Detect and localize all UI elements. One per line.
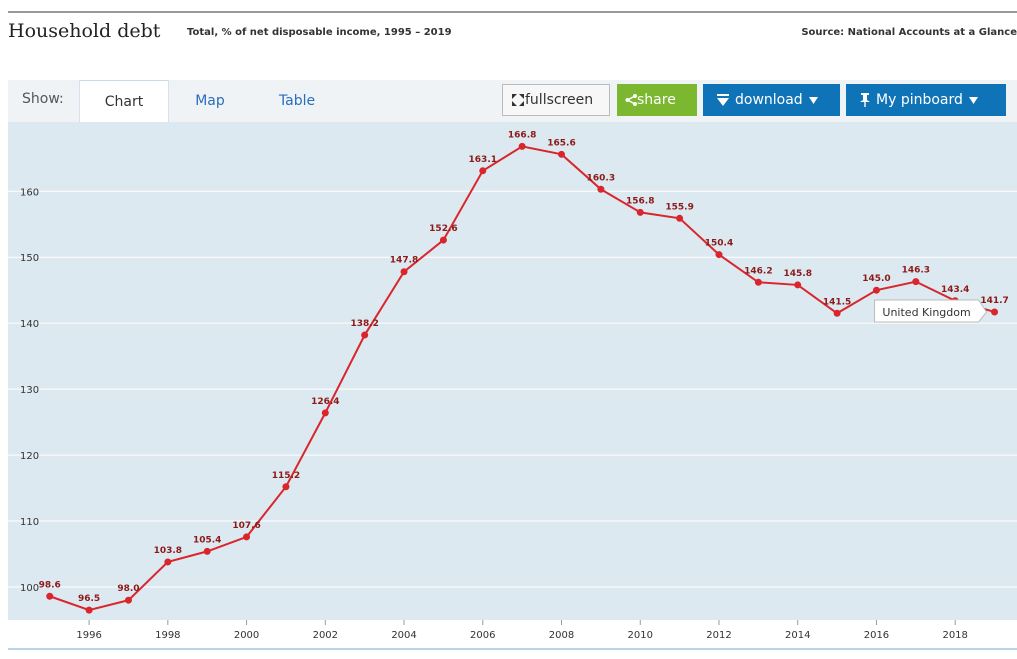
data-label: 165.6 (547, 138, 575, 148)
chart: 100 110 120 130 140 150 160 1996 1998 2000 2002 200… (8, 122, 1017, 650)
data-label: 146.3 (902, 266, 930, 276)
data-point (439, 236, 447, 244)
subtitle: Total, % of net disposable income, 1995 … (187, 27, 452, 38)
x-tick-label: 1996 (76, 630, 101, 641)
y-tick-label: 140 (20, 319, 39, 330)
x-tick-label: 2018 (942, 630, 967, 641)
y-tick-label: 120 (20, 451, 39, 462)
tooltip-text: United Kingdom (882, 306, 970, 319)
data-label: 103.8 (154, 546, 182, 556)
x-tick-label: 2002 (313, 630, 338, 641)
x-tick-label: 2004 (391, 630, 416, 641)
data-label: 98.6 (39, 580, 61, 590)
data-point (991, 308, 999, 316)
show-label: Show: (22, 91, 64, 107)
pin-icon (860, 93, 870, 107)
button-label: My pinboard (876, 92, 963, 108)
data-label: 147.8 (390, 256, 418, 266)
data-point (794, 281, 802, 289)
data-point (597, 185, 605, 193)
data-point (518, 142, 526, 150)
data-label: 160.3 (587, 173, 615, 183)
data-label: 145.8 (783, 269, 811, 279)
download-icon (717, 93, 729, 106)
x-tick-label: 2006 (470, 630, 495, 641)
data-point (636, 208, 644, 216)
data-label: 143.4 (941, 285, 969, 295)
button-label: download (735, 92, 803, 108)
data-label: 138.2 (350, 319, 378, 329)
x-tick-label: 2014 (785, 630, 810, 641)
y-tick-label: 150 (20, 253, 39, 264)
data-point (243, 533, 251, 541)
data-point (282, 483, 290, 491)
share-icon (625, 94, 637, 106)
data-point (754, 278, 762, 286)
x-tick-label: 2010 (628, 630, 653, 641)
data-label: 166.8 (508, 130, 536, 140)
button-label: fullscreen (525, 92, 594, 108)
data-label: 126.4 (311, 397, 339, 407)
share-button[interactable]: share (617, 84, 697, 116)
top-rule (8, 11, 1017, 13)
x-tick-label: 2008 (549, 630, 574, 641)
data-label: 156.8 (626, 196, 654, 206)
data-point (124, 596, 132, 604)
caret (968, 97, 978, 104)
data-label: 150.4 (705, 239, 733, 249)
fullscreen-button[interactable]: fullscreen (502, 84, 610, 116)
data-label: 163.1 (469, 155, 497, 165)
plot-background (8, 122, 1017, 620)
data-label: 98.0 (117, 584, 139, 594)
x-tick-label: 1998 (155, 630, 180, 641)
tab-bar: Show: Chart Map Table fullscreen share d… (8, 80, 1017, 124)
button-label: share (637, 92, 676, 108)
data-label: 152.6 (429, 224, 457, 234)
data-label: 96.5 (78, 594, 100, 604)
data-point (400, 268, 408, 276)
data-label: 107.6 (232, 521, 260, 531)
source[interactable]: Source: National Accounts at a Glance (801, 27, 1017, 38)
y-tick-label: 160 (20, 187, 39, 198)
data-point (361, 331, 369, 339)
data-label: 141.5 (823, 297, 851, 307)
tab-map[interactable]: Map (195, 93, 225, 109)
caret (808, 97, 818, 104)
fullscreen-icon (512, 94, 524, 106)
y-tick-label: 130 (20, 385, 39, 396)
page-title: Household debt (8, 20, 161, 42)
data-label: 146.2 (744, 266, 772, 276)
data-point (558, 150, 566, 158)
x-tick-label: 2000 (234, 630, 259, 641)
data-label: 155.9 (665, 202, 693, 212)
data-point (912, 278, 920, 286)
pinboard-button[interactable]: My pinboard (846, 84, 1006, 116)
y-tick-label: 100 (20, 583, 39, 594)
y-tick-label: 110 (20, 517, 39, 528)
download-button[interactable]: download (703, 84, 840, 116)
data-point (164, 558, 172, 566)
tab-chart[interactable]: Chart (79, 80, 169, 124)
tab-table[interactable]: Table (278, 93, 316, 109)
tooltip-box (874, 299, 988, 323)
data-point (479, 167, 487, 175)
data-point (46, 592, 54, 600)
data-point (85, 606, 93, 614)
data-point (833, 309, 841, 317)
data-label: 105.4 (193, 535, 221, 545)
data-point (203, 547, 211, 555)
data-point (321, 409, 329, 417)
data-label: 115.2 (272, 471, 300, 481)
data-label: 145.0 (862, 274, 890, 284)
x-tick-label: 2016 (864, 630, 889, 641)
data-point (872, 286, 880, 294)
data-point (715, 251, 723, 259)
x-tick-label: 2012 (706, 630, 731, 641)
data-point (676, 214, 684, 222)
data-label: 141.7 (980, 296, 1008, 306)
